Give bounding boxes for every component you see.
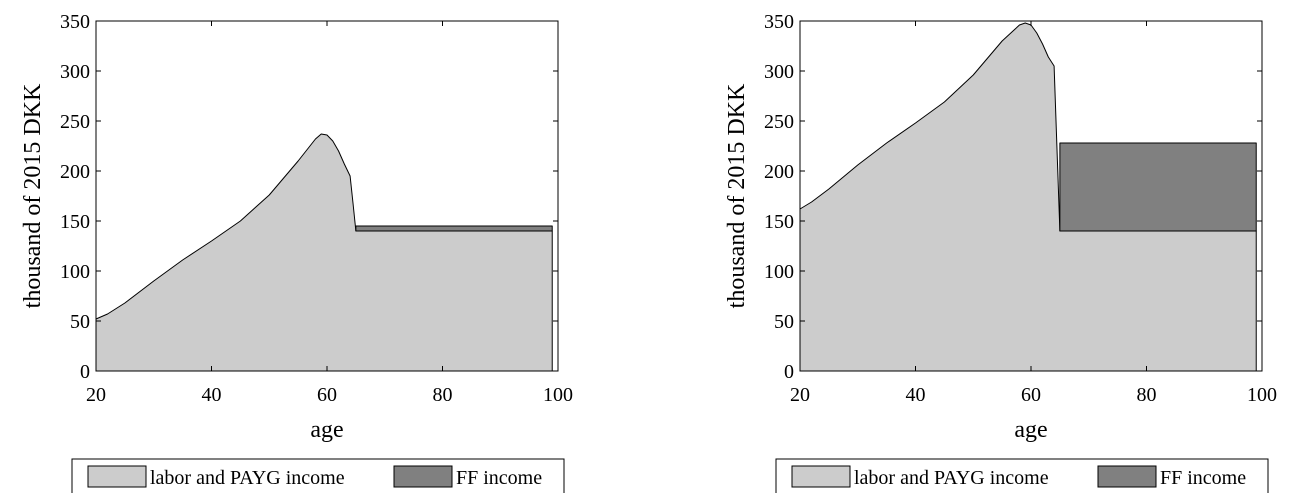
chart-panel-2: 0 50 100 150 200 250 300 350 20 40 60 80 100 age thous… (724, 11, 1277, 493)
y-tick-label: 50 (774, 311, 794, 333)
x-tick-label: 20 (86, 384, 106, 406)
y-tick-label: 100 (764, 261, 794, 283)
x-tick-label: 40 (906, 384, 926, 406)
chart-panel-1: 0 50 100 150 200 250 300 350 20 40 60 80 100 age thous… (20, 11, 573, 493)
y-tick-label: 250 (60, 111, 90, 133)
y-tick-label: 0 (80, 361, 90, 383)
x-tick-label: 40 (202, 384, 222, 406)
y-tick-label: 100 (60, 261, 90, 283)
legend-label-labor-payg: labor and PAYG income (150, 467, 345, 489)
x-axis-label: age (310, 417, 343, 443)
y-axis-label: thousand of 2015 DKK (724, 83, 750, 308)
y-tick-label: 50 (70, 311, 90, 333)
y-tick-label: 200 (764, 161, 794, 183)
area-ff-income (355, 225, 553, 232)
x-tick-label: 80 (433, 384, 453, 406)
x-tick-label: 60 (317, 384, 337, 406)
legend: labor and PAYG income FF income (71, 458, 565, 493)
y-tick-label: 300 (60, 61, 90, 83)
legend-box (775, 458, 1269, 493)
x-tick-label: 80 (1137, 384, 1157, 406)
legend-label-ff: FF income (456, 467, 542, 489)
legend-box (71, 458, 565, 493)
y-tick-label: 350 (764, 11, 794, 33)
y-tick-label: 250 (764, 111, 794, 133)
x-axis-label: age (1014, 417, 1047, 443)
legend-label-labor-payg: labor and PAYG income (854, 467, 1049, 489)
y-tick-label: 200 (60, 161, 90, 183)
legend-swatch-ff (393, 465, 453, 488)
legend-swatch-ff (1097, 465, 1157, 488)
legend: labor and PAYG income FF income (775, 458, 1269, 493)
x-tick-label: 60 (1021, 384, 1041, 406)
y-axis-label: thousand of 2015 DKK (20, 83, 46, 308)
x-tick-label: 100 (1247, 384, 1277, 406)
y-tick-label: 150 (764, 211, 794, 233)
x-tick-label: 20 (790, 384, 810, 406)
y-tick-label: 0 (784, 361, 794, 383)
area-labor-payg-income (95, 133, 553, 372)
y-tick-label: 350 (60, 11, 90, 33)
area-ff-income (1059, 142, 1257, 232)
legend-swatch-labor-payg (87, 465, 147, 488)
x-tick-label: 100 (543, 384, 573, 406)
legend-swatch-labor-payg (791, 465, 851, 488)
y-tick-label: 300 (764, 61, 794, 83)
y-tick-label: 150 (60, 211, 90, 233)
legend-label-ff: FF income (1160, 467, 1246, 489)
